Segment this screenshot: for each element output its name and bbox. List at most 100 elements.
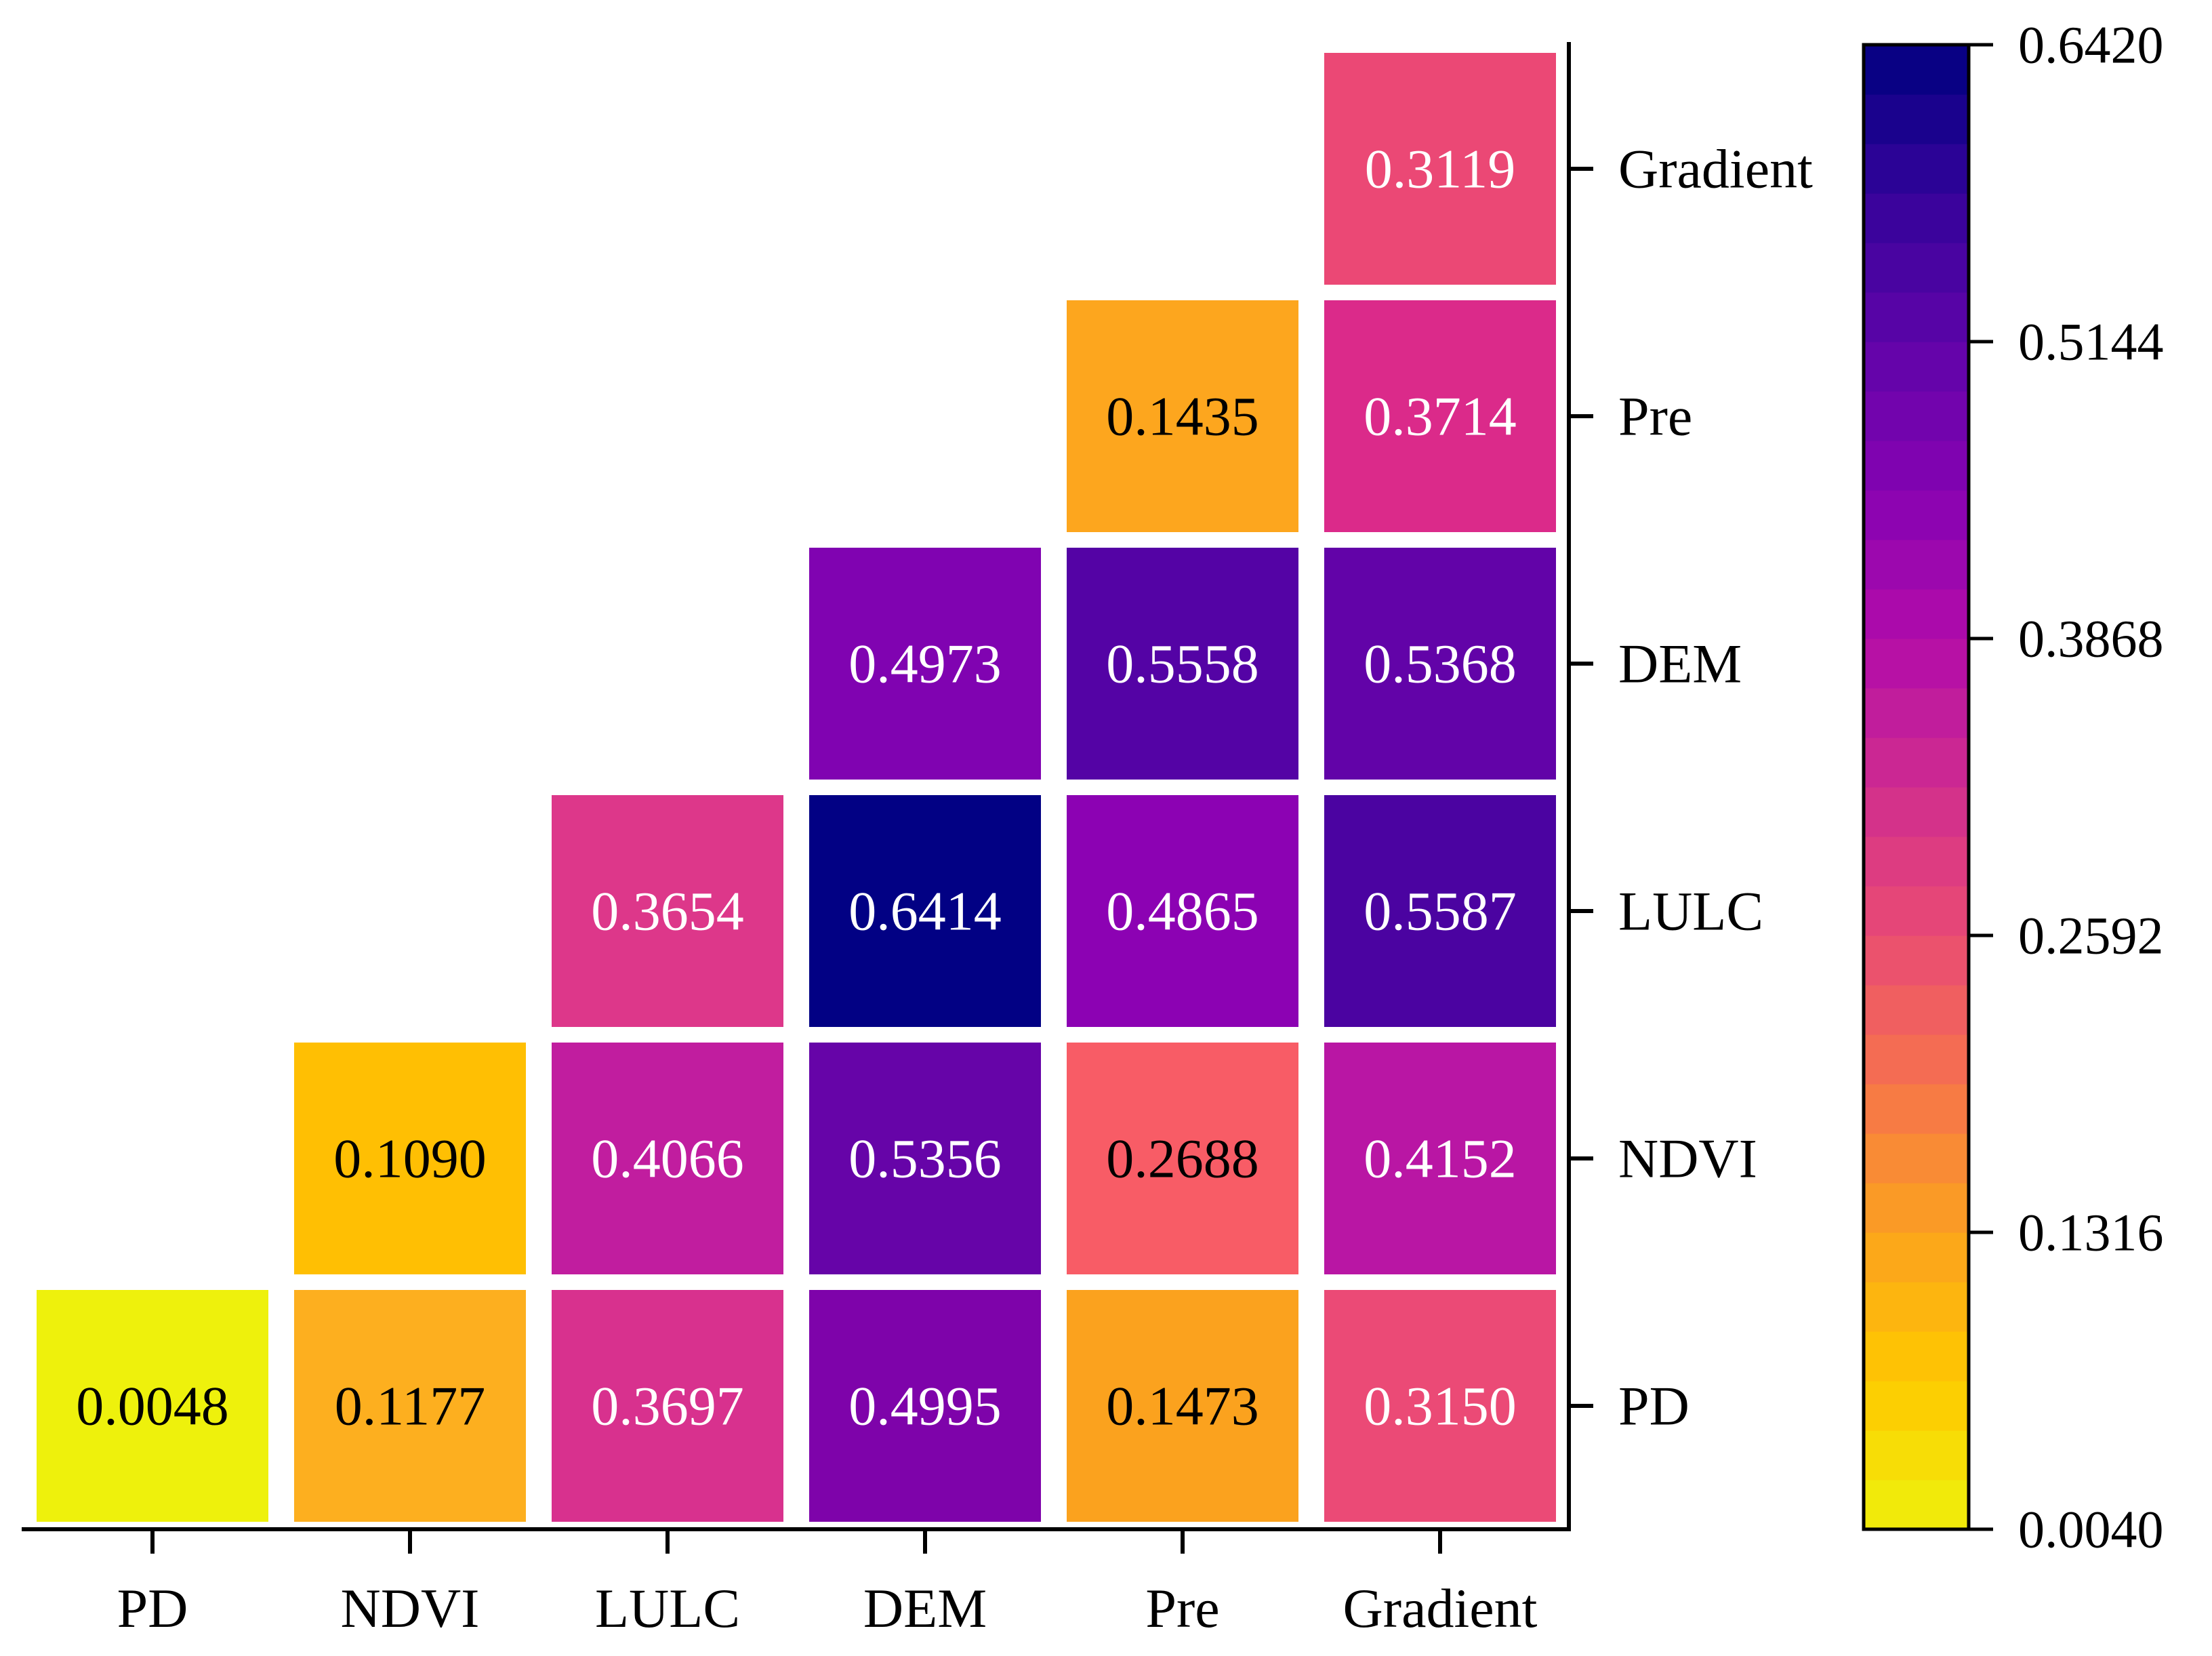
heatmap-cell-rect [1324,548,1556,780]
colorbar-band [1864,292,1969,342]
colorbar-band [1864,1084,1969,1134]
heatmap-cell-rect [1067,300,1298,532]
heatmap-cell-rect [809,1043,1041,1274]
cell-value-label: 0.3150 [1364,1375,1517,1437]
cell-value-label: 0.4995 [848,1375,1002,1437]
colorbar-band [1864,1183,1969,1233]
cell-value-label: 0.3714 [1364,386,1517,447]
x-tick-label-pd: PD [117,1577,188,1639]
heatmap-cell-dem-pd: 0.4995 [809,1290,1041,1522]
x-tick-label-lulc: LULC [595,1577,740,1639]
heatmap-cell-lulc-pd: 0.3697 [552,1290,783,1522]
colorbar-tick-label: 0.6420 [2018,16,2164,75]
cell-value-label: 0.1090 [333,1128,487,1190]
heatmap-cell-ndvi-pd: 0.1177 [294,1290,526,1522]
colorbar-band [1864,94,1969,144]
colorbar-band [1864,886,1969,936]
colorbar-tick-label: 0.5144 [2018,312,2164,371]
colorbar-band [1864,1034,1969,1085]
cell-value-label: 0.4152 [1364,1128,1517,1190]
y-tick-label-pre: Pre [1618,386,1692,447]
heatmap-cell-gradient-dem: 0.5368 [1324,548,1556,780]
cell-value-label: 0.4865 [1106,881,1259,942]
cell-value-label: 0.2688 [1106,1128,1259,1190]
heatmap-cell-rect [1324,1043,1556,1274]
axes-layer: PD NDVI LULC DEM Pre Gradient PD NDVI LULC DEM Pre… [22,42,1813,1639]
heatmap-cell-rect [552,1043,783,1274]
y-tick-label-dem: DEM [1618,633,1742,695]
heatmap-cell-lulc-lulc: 0.3654 [552,795,783,1027]
heatmap-cell-rect [809,1290,1041,1522]
heatmap-cell-gradient-pd: 0.3150 [1324,1290,1556,1522]
heatmap-cell-pre-dem: 0.5558 [1067,548,1298,780]
cell-value-label: 0.1177 [335,1375,485,1437]
cells-layer: 0.0048 0.1177 0.3697 0.4995 0.1473 0.3150 0.10… [37,53,1556,1522]
colorbar-band [1864,738,1969,788]
heatmap-cell-rect [1324,300,1556,532]
heatmap-cell-rect [552,1290,783,1522]
heatmap-cell-gradient-ndvi: 0.4152 [1324,1043,1556,1274]
colorbar-frame [1862,43,1971,1531]
cell-value-label: 0.5356 [848,1128,1002,1190]
cell-value-label: 0.1435 [1106,386,1259,447]
colorbar-band [1864,589,1969,639]
cell-value-label: 0.0048 [76,1375,229,1437]
cell-value-label: 0.3654 [591,881,744,942]
cell-value-label: 0.4066 [591,1128,744,1190]
cell-value-label: 0.3697 [591,1375,744,1437]
colorbar-band [1864,935,1969,986]
heatmap-cell-rect [1324,53,1556,285]
heatmap-cell-pre-pd: 0.1473 [1067,1290,1298,1522]
cell-value-label: 0.5558 [1106,633,1259,695]
y-tick-label-pd: PD [1618,1375,1689,1437]
colorbar: 0.6420 0.5144 0.3868 0.2592 0.1316 0.0040 [1862,16,2164,1559]
heatmap-cell-pre-pre: 0.1435 [1067,300,1298,532]
heatmap-cell-rect [809,795,1041,1027]
cell-value-label: 0.3119 [1365,138,1515,200]
colorbar-band [1864,490,1969,540]
heatmap-cell-dem-ndvi: 0.5356 [809,1043,1041,1274]
heatmap-cell-rect [552,795,783,1027]
heatmap-cell-rect [294,1290,526,1522]
y-tick-label-lulc: LULC [1618,881,1763,942]
colorbar-band [1864,688,1969,738]
cell-value-label: 0.6414 [848,881,1002,942]
heatmap-cell-gradient-pre: 0.3714 [1324,300,1556,532]
x-tick-label-gradient: Gradient [1343,1577,1538,1639]
cell-value-label: 0.4973 [848,633,1002,695]
colorbar-band [1864,639,1969,689]
colorbar-band [1864,1430,1969,1480]
heatmap-cell-rect [1067,1043,1298,1274]
colorbar-band [1864,441,1969,491]
y-tick-label-ndvi: NDVI [1618,1128,1757,1190]
colorbar-band [1864,985,1969,1035]
colorbar-band [1864,787,1969,837]
colorbar-band [1864,45,1969,95]
x-tick-label-pre: Pre [1145,1577,1219,1639]
heatmap-cell-lulc-ndvi: 0.4066 [552,1043,783,1274]
heatmap-cell-pre-ndvi: 0.2688 [1067,1043,1298,1274]
heatmap-cell-gradient-gradient: 0.3119 [1324,53,1556,285]
colorbar-band [1864,1331,1969,1381]
colorbar-band [1864,540,1969,590]
cell-value-label: 0.5368 [1364,633,1517,695]
heatmap-cell-pre-lulc: 0.4865 [1067,795,1298,1027]
colorbar-band [1864,1480,1969,1530]
colorbar-band [1864,1282,1969,1332]
colorbar-tick-label: 0.2592 [2018,906,2164,965]
colorbar-tick-label: 0.3868 [2018,609,2164,668]
y-tick-label-gradient: Gradient [1618,138,1813,200]
heatmap-cell-rect [1324,1290,1556,1522]
heatmap-cell-dem-lulc: 0.6414 [809,795,1041,1027]
heatmap-cell-gradient-lulc: 0.5587 [1324,795,1556,1027]
colorbar-band [1864,836,1969,887]
heatmap-cell-rect [1067,795,1298,1027]
colorbar-band [1864,193,1969,243]
heatmap-cell-rect [1324,795,1556,1027]
colorbar-tick-label: 0.1316 [2018,1203,2164,1262]
x-tick-label-dem: DEM [863,1577,987,1639]
heatmap-cell-rect [809,548,1041,780]
colorbar-band [1864,1232,1969,1283]
x-tick-label-ndvi: NDVI [341,1577,480,1639]
